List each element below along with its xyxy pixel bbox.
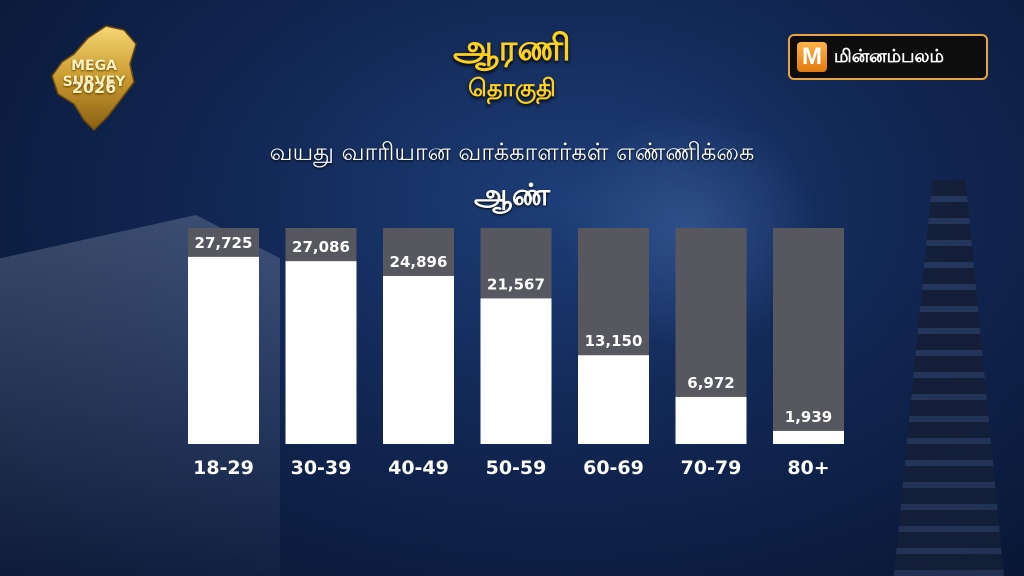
logo-mark-icon: M	[797, 42, 827, 72]
bar-70-79	[675, 396, 747, 444]
category-label-50-59: 50-59	[486, 457, 547, 479]
value-label-50-59: 21,567	[487, 275, 545, 293]
tamilnadu-map-icon	[51, 25, 137, 132]
bar-track-80+	[773, 228, 844, 444]
category-label-18-29: 18-29	[193, 457, 254, 479]
value-label-18-29: 27,725	[195, 234, 253, 252]
category-label-30-39: 30-39	[291, 457, 352, 479]
constituency-subtitle: தொகுதி	[468, 74, 556, 102]
logo-text: மின்னம்பலம்	[834, 46, 944, 67]
badge-title: MEGA SURVEY	[62, 58, 126, 90]
category-label-40-49: 40-49	[388, 457, 449, 479]
value-label-60-69: 13,150	[585, 332, 643, 350]
value-label-80+: 1,939	[785, 408, 832, 426]
value-label-40-49: 24,896	[390, 253, 448, 271]
bar-30-39	[285, 261, 357, 444]
bar-80+	[773, 430, 844, 444]
chart-heading: வயது வாரியான வாக்காளர்கள் எண்ணிக்கை	[269, 138, 755, 166]
constituency-title: ஆரணி	[453, 28, 571, 69]
category-label-60-69: 60-69	[583, 457, 644, 479]
value-label-30-39: 27,086	[292, 238, 350, 256]
minnambalam-logo: M மின்னம்பலம்	[788, 34, 988, 80]
category-label-70-79: 70-79	[681, 457, 742, 479]
gender-label: ஆண்	[473, 178, 551, 213]
bar-40-49	[383, 275, 454, 444]
bar-50-59	[480, 298, 552, 444]
bar-60-69	[578, 355, 649, 444]
badge-year: 2026	[71, 78, 117, 97]
category-label-80+: 80+	[787, 457, 829, 479]
bar-18-29	[188, 256, 259, 444]
mega-survey-badge: MEGA SURVEY 2026	[44, 24, 144, 132]
value-label-70-79: 6,972	[687, 374, 734, 392]
